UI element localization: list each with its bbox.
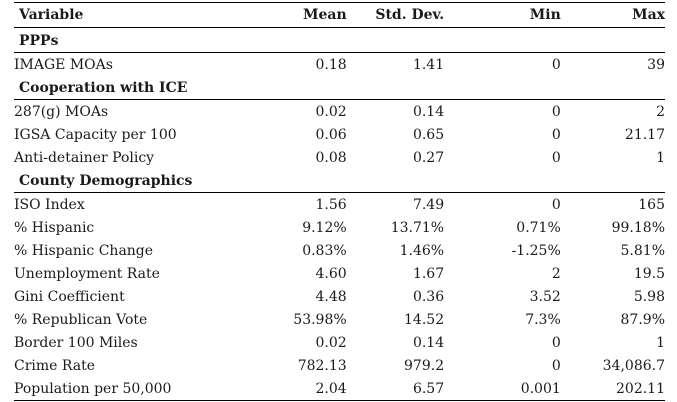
cell-std-dev: 0.14 [412,103,445,120]
table-row: 287(g) MOAs 0.02 0.14 0 2 [14,100,665,124]
cell-variable: Anti-detainer Policy [14,149,155,166]
table-row: IMAGE MOAs 0.18 1.41 0 39 [14,53,665,77]
cell-mean: 1.56 [315,196,347,213]
cell-mean: 0.18 [315,56,347,73]
group-header-county-demographics: County Demographics [14,169,665,193]
cell-mean: 4.48 [315,288,347,305]
cell-std-dev: 1.67 [412,265,445,282]
table-row: Border 100 Miles 0.02 0.14 0 1 [14,331,665,354]
cell-variable: Unemployment Rate [14,265,160,282]
header-min: Min [444,3,561,28]
table-row: IGSA Capacity per 100 0.06 0.65 0 21.17 [14,123,665,146]
cell-min: 0.001 [444,377,561,401]
cell-mean: 9.12% [302,219,347,236]
cell-mean: 0.83% [302,242,347,259]
cell-std-dev: 0.36 [412,288,445,305]
cell-variable: Crime Rate [14,357,96,374]
cell-mean: 2.04 [231,377,347,401]
group-title: Cooperation with ICE [14,76,665,100]
table-row: % Hispanic 9.12% 13.71% 0.71% 99.18% [14,216,665,239]
cell-std-dev: 1.41 [412,56,445,73]
table-top-rule [14,2,665,3]
cell-min: 0 [551,149,561,166]
group-title: PPPs [14,27,665,53]
cell-min: 0 [551,56,561,73]
cell-variable: IGSA Capacity per 100 [14,126,177,143]
table-row: % Republican Vote 53.98% 14.52 7.3% 87.9% [14,308,665,331]
cell-min: 2 [551,265,561,282]
cell-variable: Gini Coefficient [14,288,125,305]
header-max: Max [560,3,665,28]
table-body: PPPs IMAGE MOAs 0.18 1.41 0 39 Cooperation wit… [14,27,665,401]
cell-variable: ISO Index [14,196,85,213]
cell-max: 2 [656,103,665,120]
table-row: % Hispanic Change 0.83% 1.46% -1.25% 5.81% [14,239,665,262]
cell-variable: % Hispanic Change [14,242,154,259]
table-row: Anti-detainer Policy 0.08 0.27 0 1 [14,146,665,169]
cell-max: 21.17 [624,126,665,143]
cell-min: 0 [551,196,561,213]
cell-mean: 4.60 [315,265,347,282]
cell-min: 0.71% [516,219,561,236]
cell-std-dev: 14.52 [404,311,445,328]
cell-max: 165 [638,196,665,213]
cell-mean: 0.02 [315,103,347,120]
cell-min: 0 [551,126,561,143]
summary-statistics-table: Variable Mean Std. Dev. Min Max PPPs IMAG… [14,3,665,401]
cell-max: 34,086.7 [602,357,665,374]
group-header-ppps: PPPs [14,27,665,53]
cell-std-dev: 0.14 [412,334,445,351]
cell-min: 0 [551,357,561,374]
cell-max: 99.18% [611,219,665,236]
cell-min: -1.25% [511,242,561,259]
table-row: ISO Index 1.56 7.49 0 165 [14,193,665,217]
header-mean: Mean [231,3,347,28]
group-title: County Demographics [14,169,665,193]
table-row: Unemployment Rate 4.60 1.67 2 19.5 [14,262,665,285]
cell-max: 87.9% [620,311,665,328]
cell-min: 0 [551,334,561,351]
table-row: Gini Coefficient 4.48 0.36 3.52 5.98 [14,285,665,308]
cell-min: 0 [551,103,561,120]
cell-variable: 287(g) MOAs [14,103,109,120]
header-variable: Variable [14,3,232,28]
header-std-dev: Std. Dev. [346,3,445,28]
cell-std-dev: 1.46% [399,242,445,259]
cell-mean: 53.98% [293,311,347,328]
table-row: Crime Rate 782.13 979.2 0 34,086.7 [14,354,665,377]
cell-max: 1 [656,149,665,166]
cell-std-dev: 7.49 [412,196,445,213]
cell-max: 19.5 [633,265,665,282]
cell-mean: 0.08 [315,149,347,166]
table-row: Population per 50,000 2.04 6.57 0.001 202.11 [14,377,665,401]
cell-std-dev: 979.2 [404,357,445,374]
cell-min: 3.52 [529,288,561,305]
cell-variable: Border 100 Miles [14,334,138,351]
cell-variable: IMAGE MOAs [14,56,113,73]
table-header-row: Variable Mean Std. Dev. Min Max [14,3,665,28]
cell-max: 5.98 [633,288,665,305]
cell-min: 7.3% [525,311,561,328]
cell-variable: % Hispanic [14,219,95,236]
cell-max: 1 [656,334,665,351]
cell-mean: 0.02 [315,334,347,351]
cell-max: 202.11 [560,377,665,401]
cell-max: 5.81% [620,242,665,259]
cell-variable: Population per 50,000 [14,377,232,401]
cell-std-dev: 13.71% [390,219,445,236]
group-header-cooperation-with-ice: Cooperation with ICE [14,76,665,100]
cell-std-dev: 6.57 [346,377,445,401]
cell-max: 39 [647,56,665,73]
cell-variable: % Republican Vote [14,311,148,328]
cell-std-dev: 0.65 [412,126,445,143]
cell-mean: 782.13 [297,357,347,374]
cell-std-dev: 0.27 [412,149,445,166]
cell-mean: 0.06 [315,126,347,143]
